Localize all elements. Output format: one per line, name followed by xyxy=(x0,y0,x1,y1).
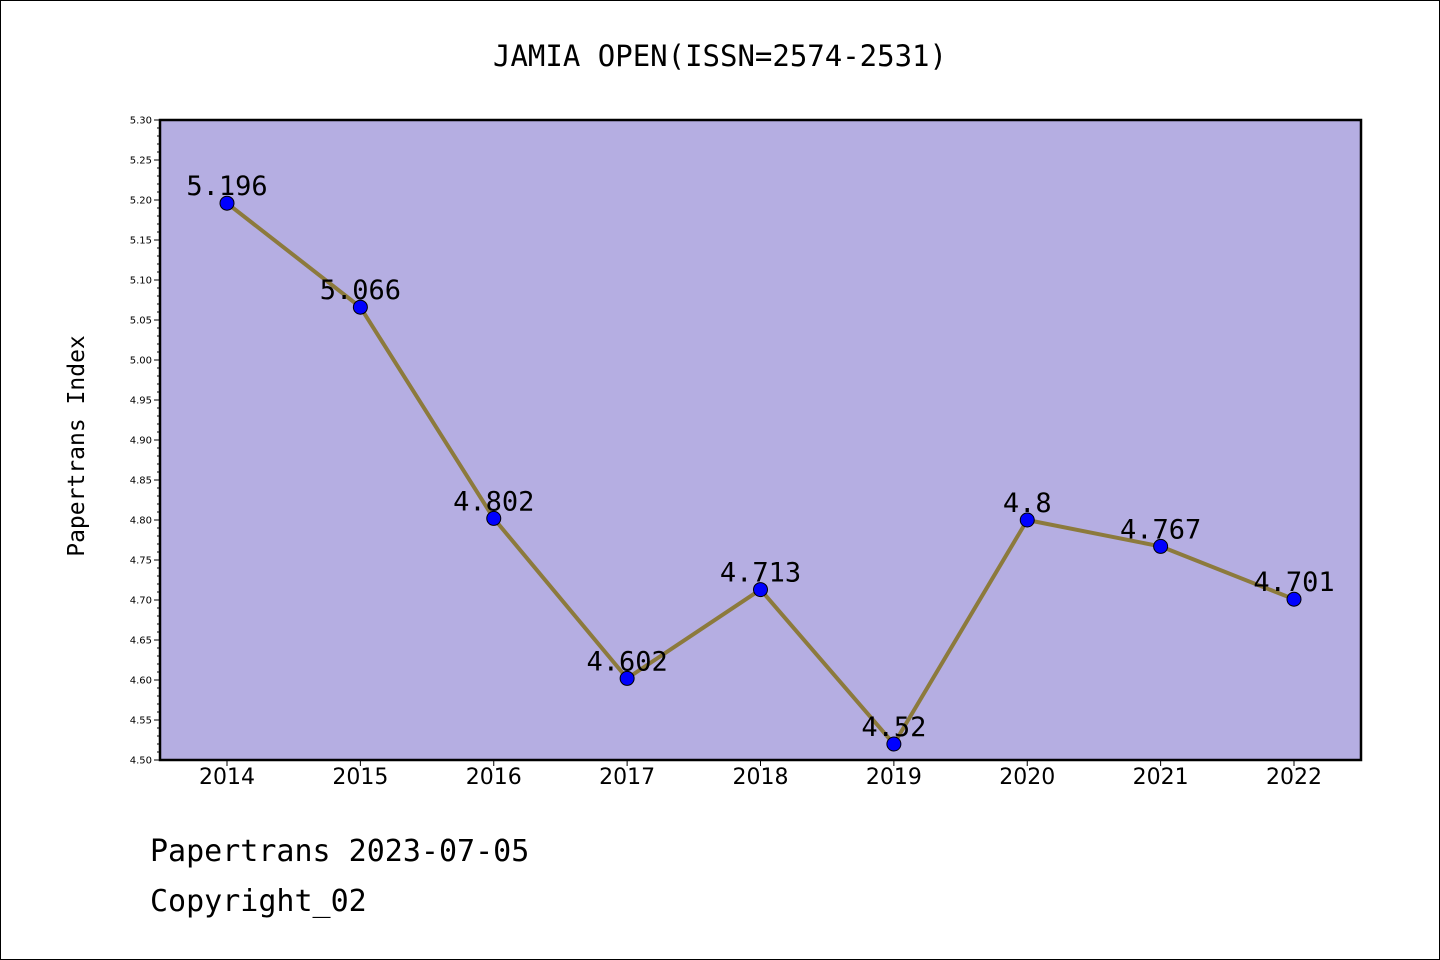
x-tick-label: 2020 xyxy=(999,765,1055,790)
x-tick-label: 2018 xyxy=(733,765,789,790)
y-tick-label: 5.30 xyxy=(130,116,152,127)
data-label: 4.602 xyxy=(586,646,667,677)
data-label: 4.52 xyxy=(861,712,926,743)
y-tick-label: 4.60 xyxy=(130,676,152,687)
y-tick-label: 5.25 xyxy=(130,156,152,167)
data-point xyxy=(486,510,502,526)
x-tick-label: 2021 xyxy=(1133,765,1189,790)
data-point xyxy=(886,736,902,752)
x-tick-label: 2022 xyxy=(1266,765,1322,790)
plot-border xyxy=(158,118,1363,762)
plot-area xyxy=(160,120,1361,760)
data-point xyxy=(352,299,368,315)
y-tick-label: 4.90 xyxy=(130,436,152,447)
data-points xyxy=(219,195,1302,752)
data-label: 4.713 xyxy=(720,558,801,589)
y-tick-label: 4.80 xyxy=(130,516,152,527)
data-label: 4.802 xyxy=(453,486,534,517)
x-tick-label: 2019 xyxy=(866,765,922,790)
x-axis: 2014 2015 2016 2017 2018 2019 2020 2021 2022 xyxy=(199,760,1322,790)
x-tick-label: 2015 xyxy=(332,765,388,790)
footer-date: Papertrans 2023-07-05 xyxy=(150,834,530,869)
data-point xyxy=(1019,512,1035,528)
y-tick-label: 5.00 xyxy=(130,356,152,367)
y-tick-label: 4.55 xyxy=(130,716,152,727)
y-tick-label: 4.50 xyxy=(130,756,152,767)
data-label: 5.196 xyxy=(186,171,267,202)
data-point xyxy=(1286,591,1302,607)
data-label: 4.701 xyxy=(1253,567,1334,598)
y-tick-label: 5.20 xyxy=(130,196,152,207)
footer-copyright: Copyright_02 xyxy=(150,884,367,919)
data-label: 4.8 xyxy=(1003,488,1052,519)
chart-title: JAMIA OPEN(ISSN=2574-2531) xyxy=(493,39,947,73)
y-tick-label: 4.70 xyxy=(130,596,152,607)
y-tick-label: 5.05 xyxy=(130,316,152,327)
data-label: 5.066 xyxy=(320,275,401,306)
y-tick-label: 5.10 xyxy=(130,276,152,287)
x-tick-label: 2016 xyxy=(466,765,522,790)
data-label: 4.767 xyxy=(1120,514,1201,545)
data-point xyxy=(1153,538,1169,554)
data-labels: 5.196 5.066 4.802 4.602 4.713 4.52 4.8 4.767 4.7… xyxy=(186,171,1334,743)
y-axis-label: Papertrans Index xyxy=(64,335,90,557)
y-tick-label: 4.65 xyxy=(130,636,152,647)
y-axis: 4.50 4.55 4.60 4.65 4.70 4.75 4.80 4.85 4.90 4.95… xyxy=(130,116,160,767)
y-tick-label: 4.75 xyxy=(130,556,152,567)
x-tick-label: 2014 xyxy=(199,765,255,790)
data-point xyxy=(753,582,768,598)
data-point xyxy=(619,670,635,686)
y-tick-label: 4.85 xyxy=(130,476,152,487)
y-tick-label: 4.95 xyxy=(130,396,152,407)
x-tick-label: 2017 xyxy=(599,765,655,790)
y-tick-label: 5.15 xyxy=(130,236,152,247)
data-point xyxy=(219,195,235,211)
